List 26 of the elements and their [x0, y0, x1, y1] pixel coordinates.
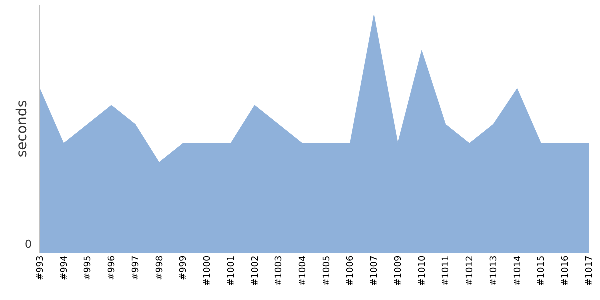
x-tick-label: #1013 — [489, 256, 500, 286]
x-tick-label: #1011 — [442, 256, 452, 286]
x-tick-label: #1015 — [537, 256, 548, 286]
x-tick-label: #998 — [155, 256, 166, 281]
x-tick-label: #994 — [60, 256, 70, 281]
x-tick-label: #1003 — [274, 256, 285, 286]
x-tick-label: #1001 — [226, 256, 237, 286]
x-tick-label: #1002 — [250, 256, 261, 286]
annotation: 0 — [25, 238, 32, 251]
x-tick-label: #995 — [84, 256, 94, 281]
x-tick-label: #1009 — [394, 256, 404, 286]
x-tick-label: #1010 — [418, 256, 428, 286]
x-tick-label: #999 — [179, 256, 190, 281]
y-axis-title: seconds — [14, 100, 31, 158]
x-tick-label: #1014 — [513, 256, 524, 286]
x-tick-label: #1016 — [561, 256, 572, 286]
x-tick-label: #1004 — [298, 256, 308, 286]
x-tick-label: #1000 — [203, 256, 214, 286]
x-tick-label: #1012 — [466, 256, 476, 286]
x-tick-label: #997 — [131, 256, 142, 281]
x-tick-label: #993 — [36, 256, 46, 281]
x-tick-label: #1017 — [584, 256, 595, 286]
x-tick-label: #996 — [108, 256, 118, 281]
x-tick-label: #1007 — [370, 256, 380, 286]
x-tick-label: #1005 — [322, 256, 332, 286]
x-tick-label: #1006 — [346, 256, 356, 286]
